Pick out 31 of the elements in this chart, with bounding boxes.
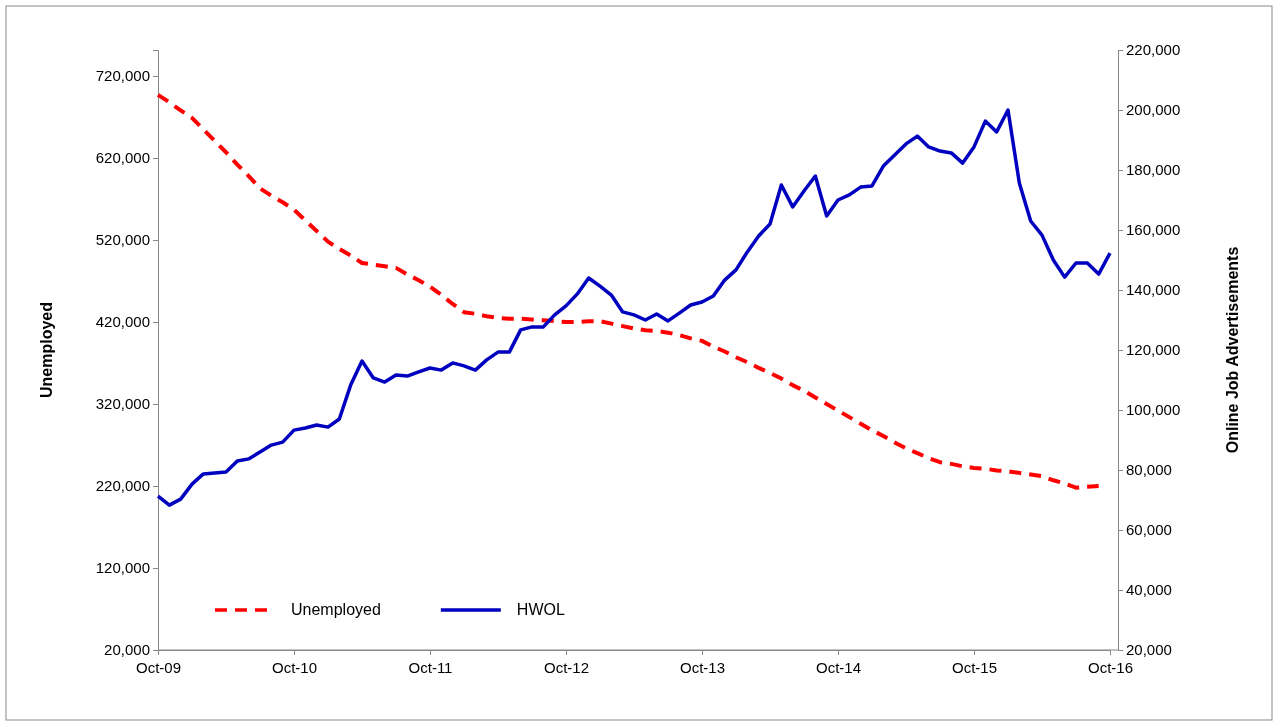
y2-tick-label: 180,000: [1126, 161, 1181, 179]
y2-tick-label: 200,000: [1126, 101, 1181, 119]
legend-label: Unemployed: [291, 601, 381, 618]
y2-tick-label: 40,000: [1126, 581, 1172, 599]
y2-tick-label: 160,000: [1126, 221, 1181, 239]
x-tick-label: Oct-11: [408, 659, 453, 676]
y-tick-label: 620,000: [95, 149, 150, 167]
x-tick-label: Oct-10: [271, 659, 318, 676]
y-tick-label: 520,000: [95, 231, 150, 249]
y-tick-label: 320,000: [95, 395, 150, 413]
y2-tick-label: 20,000: [1126, 641, 1172, 659]
y2-tick-label: 140,000: [1126, 281, 1181, 299]
y2-tick-label: 120,000: [1126, 341, 1181, 359]
y2-tick-label: 80,000: [1126, 461, 1172, 479]
x-tick-label: Oct-14: [815, 659, 862, 676]
x-tick-label: Oct-12: [543, 659, 590, 676]
y-tick-label: 720,000: [95, 67, 150, 85]
y2-tick-label: 60,000: [1126, 521, 1172, 539]
y2-axis-title: Online Job Advertisements: [1224, 246, 1241, 454]
y-tick-label: 20,000: [104, 641, 150, 659]
y2-tick-label: 100,000: [1126, 401, 1181, 419]
y-axis-title: Unemployed: [38, 301, 55, 399]
x-tick-label: Oct-16: [1087, 659, 1134, 676]
x-tick-label: Oct-13: [679, 659, 726, 676]
y-tick-label: 120,000: [95, 559, 150, 577]
y-tick-label: 220,000: [95, 477, 150, 495]
legend-label: HWOL: [516, 601, 565, 618]
x-tick-label: Oct-09: [135, 659, 182, 676]
y-tick-label: 420,000: [95, 313, 150, 331]
x-tick-label: Oct-15: [951, 659, 998, 676]
y2-tick-label: 220,000: [1126, 41, 1181, 59]
